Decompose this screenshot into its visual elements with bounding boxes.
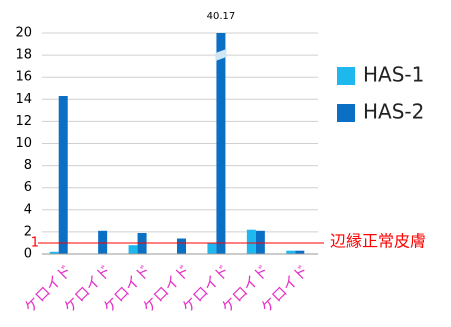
y-tick-label: 16 bbox=[15, 70, 32, 85]
axis-break bbox=[215, 49, 227, 61]
y-tick-label: 14 bbox=[15, 92, 32, 107]
bar bbox=[255, 230, 265, 254]
bar bbox=[295, 250, 305, 254]
bar bbox=[216, 33, 226, 255]
bar bbox=[207, 242, 217, 254]
y-tick-label: 0 bbox=[24, 247, 32, 262]
y-tick-label: 6 bbox=[24, 180, 32, 195]
y-tick-label: 18 bbox=[15, 48, 32, 63]
y-tick-label: 12 bbox=[15, 114, 32, 129]
legend-label: HAS-2 bbox=[363, 100, 424, 124]
y-tick-label: 2 bbox=[24, 224, 32, 239]
legend-swatch bbox=[337, 104, 355, 122]
value-label: 40.17 bbox=[207, 11, 236, 22]
y-tick-label: 4 bbox=[24, 202, 32, 217]
legend-label: HAS-1 bbox=[363, 63, 424, 87]
bar bbox=[177, 238, 186, 254]
bar bbox=[246, 229, 256, 254]
y-tick-label: 20 bbox=[15, 26, 32, 41]
y-tick-label: 10 bbox=[15, 136, 32, 151]
bar bbox=[98, 230, 108, 254]
bar bbox=[128, 245, 138, 254]
bar bbox=[286, 250, 296, 254]
bar bbox=[137, 233, 147, 254]
legend-swatch bbox=[337, 67, 355, 85]
y-tick-label: 8 bbox=[24, 158, 32, 173]
reference-label: 辺縁正常皮膚 bbox=[330, 231, 426, 250]
bar bbox=[58, 95, 68, 254]
reference-value: 1 bbox=[31, 235, 39, 250]
bar bbox=[49, 251, 59, 254]
